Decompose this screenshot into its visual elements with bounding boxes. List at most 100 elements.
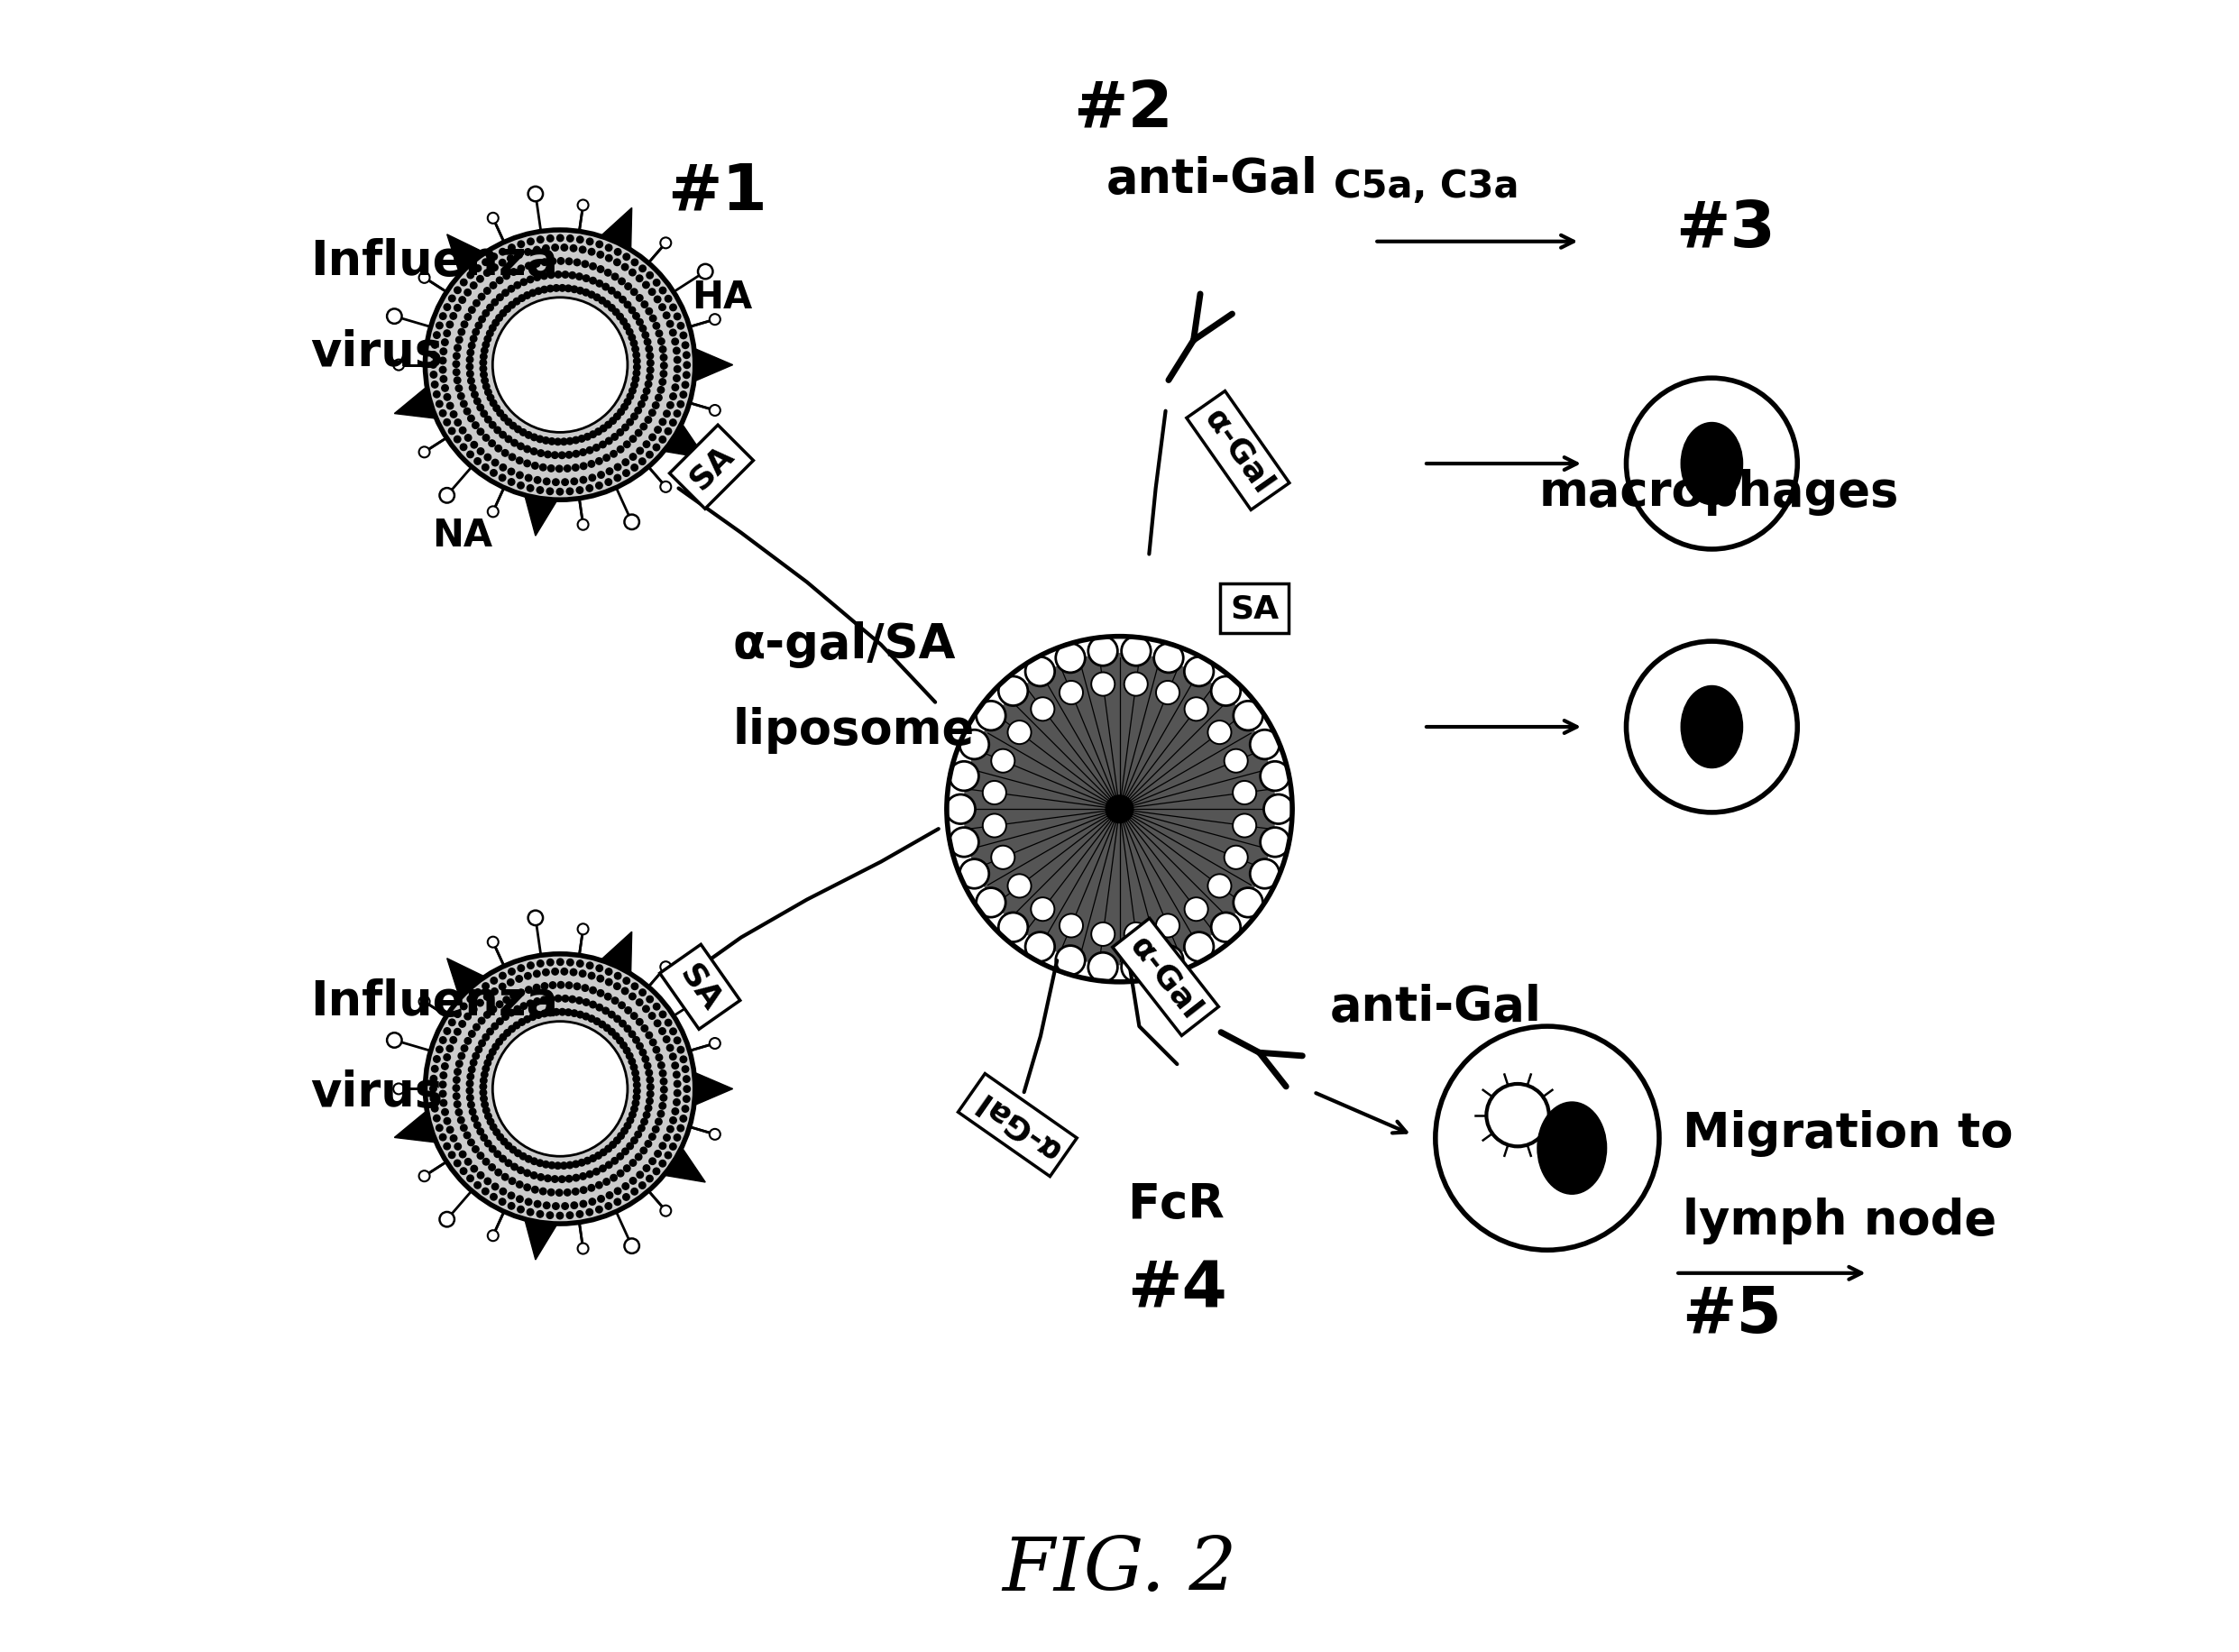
Circle shape [461, 1046, 468, 1052]
Circle shape [472, 301, 479, 307]
Circle shape [658, 1028, 665, 1034]
Circle shape [571, 287, 578, 294]
Circle shape [510, 1163, 517, 1171]
Circle shape [622, 1183, 629, 1189]
Circle shape [658, 1110, 665, 1117]
Circle shape [631, 1188, 638, 1194]
Circle shape [710, 1130, 721, 1140]
Circle shape [661, 238, 672, 249]
Circle shape [618, 446, 625, 453]
Circle shape [631, 1137, 638, 1145]
Circle shape [452, 362, 459, 368]
Circle shape [1207, 720, 1231, 745]
Circle shape [508, 469, 515, 476]
Circle shape [394, 360, 403, 372]
Circle shape [526, 240, 533, 246]
Circle shape [674, 1135, 681, 1142]
Circle shape [961, 730, 990, 760]
Circle shape [526, 263, 533, 269]
Circle shape [434, 1056, 441, 1062]
Circle shape [582, 261, 589, 268]
Text: #2: #2 [1072, 78, 1173, 140]
Circle shape [593, 294, 600, 301]
Circle shape [634, 408, 643, 415]
Circle shape [638, 401, 645, 408]
Circle shape [488, 1118, 495, 1125]
Circle shape [566, 438, 573, 444]
Circle shape [468, 307, 475, 314]
Circle shape [461, 401, 468, 408]
Circle shape [573, 464, 580, 471]
Circle shape [455, 1011, 461, 1018]
Circle shape [495, 1170, 502, 1176]
Circle shape [455, 385, 461, 393]
Circle shape [555, 996, 562, 1003]
Circle shape [493, 1021, 627, 1156]
Circle shape [625, 1008, 631, 1014]
Circle shape [582, 1013, 589, 1021]
Circle shape [466, 357, 472, 363]
Circle shape [1435, 1026, 1659, 1251]
Circle shape [1106, 796, 1133, 823]
Circle shape [486, 330, 493, 337]
Circle shape [669, 1143, 676, 1150]
Circle shape [631, 1013, 638, 1019]
Circle shape [484, 383, 490, 390]
Circle shape [573, 1161, 580, 1168]
Circle shape [519, 1019, 526, 1026]
Polygon shape [524, 1221, 558, 1260]
Circle shape [510, 439, 517, 448]
Circle shape [622, 1047, 629, 1054]
Circle shape [625, 400, 631, 406]
Circle shape [537, 436, 544, 443]
Circle shape [661, 961, 672, 973]
Circle shape [448, 1019, 455, 1026]
Circle shape [589, 476, 596, 482]
Polygon shape [602, 932, 631, 973]
Circle shape [481, 983, 488, 990]
Circle shape [1211, 677, 1240, 705]
Circle shape [634, 1037, 640, 1044]
Circle shape [661, 482, 672, 492]
Text: anti-Gal: anti-Gal [1106, 155, 1319, 203]
Circle shape [636, 319, 643, 325]
Circle shape [634, 370, 640, 377]
Circle shape [674, 357, 681, 363]
Circle shape [656, 1118, 663, 1125]
Circle shape [636, 296, 643, 302]
Circle shape [459, 1021, 466, 1028]
Circle shape [508, 1178, 515, 1184]
Circle shape [674, 314, 681, 320]
Circle shape [490, 282, 497, 289]
Circle shape [625, 1026, 631, 1032]
Circle shape [490, 1123, 497, 1130]
Circle shape [484, 1107, 490, 1113]
Circle shape [605, 438, 611, 444]
Circle shape [425, 955, 694, 1224]
Circle shape [578, 236, 584, 244]
Circle shape [622, 978, 629, 985]
Circle shape [531, 449, 537, 456]
Circle shape [564, 1189, 571, 1196]
Circle shape [519, 1153, 526, 1160]
Circle shape [580, 1186, 587, 1194]
Circle shape [613, 476, 620, 482]
Circle shape [499, 311, 506, 317]
Circle shape [1234, 781, 1256, 805]
Circle shape [566, 1213, 573, 1219]
Circle shape [466, 1158, 472, 1165]
Polygon shape [448, 235, 484, 274]
Circle shape [457, 393, 463, 400]
Circle shape [455, 1108, 461, 1117]
Circle shape [475, 1046, 481, 1054]
Circle shape [571, 479, 578, 486]
Circle shape [484, 1011, 490, 1019]
Circle shape [667, 1044, 674, 1052]
Circle shape [477, 1153, 484, 1160]
Circle shape [515, 1150, 522, 1156]
Circle shape [542, 983, 549, 990]
Circle shape [683, 1066, 690, 1072]
Circle shape [587, 1209, 593, 1216]
Circle shape [560, 286, 566, 292]
Circle shape [457, 1061, 463, 1067]
